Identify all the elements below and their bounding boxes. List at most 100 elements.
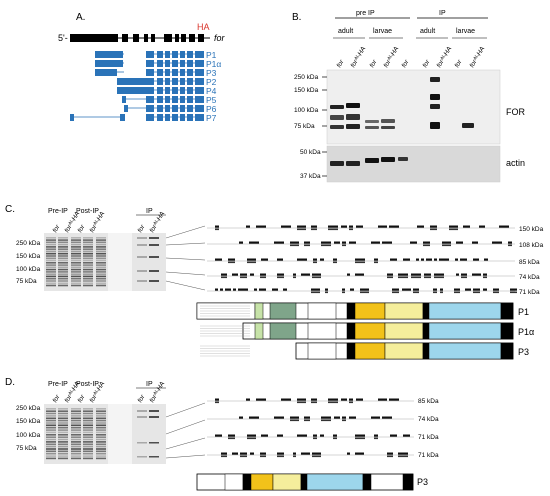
b-lane-8: for: [454, 58, 464, 69]
panel-c-label: C.: [5, 204, 15, 215]
b-lane-9: forᴬᴵ-HA: [468, 45, 486, 69]
b-lane-7: forᴬᴵ-HA: [435, 45, 453, 69]
panel-a-label: A.: [76, 12, 85, 23]
isoform-label: P2: [206, 77, 217, 87]
marker-50: 50 kDa: [300, 149, 321, 156]
blot-for-bands: [330, 77, 474, 129]
b-lane-6: for: [422, 58, 432, 69]
d-size-1: 85 kDa: [418, 398, 439, 405]
c-markers: 250 kDa 150 kDa 100 kDa 75 kDa: [16, 240, 41, 285]
gene-label: for: [214, 33, 226, 43]
d-ip: IP: [146, 381, 153, 388]
isoform-label: P4: [206, 86, 217, 96]
c-band-sizes: 150 kDa 108 kDa 85 kDa 74 kDa 71 kDa: [519, 226, 544, 296]
c-size-5: 71 kDa: [519, 289, 540, 296]
d-marker-150: 150 kDa: [16, 418, 41, 425]
marker-250: 250 kDa: [294, 74, 319, 81]
c-pre-ip: Pre-IP: [48, 208, 68, 215]
c-gel-lanes: [46, 233, 159, 291]
d-post-ip: Post-IP: [76, 381, 99, 388]
c-size-3: 85 kDa: [519, 259, 540, 266]
isoform-label: P3: [206, 68, 217, 78]
c-iso-p1: P1: [518, 307, 529, 317]
five-prime-label: 5'-: [58, 33, 68, 43]
d-size-4: 71 kDa: [418, 452, 439, 459]
isoform-label: P5: [206, 95, 217, 105]
group-pre-ip-label: pre IP: [356, 10, 375, 17]
isoform-row: P2: [117, 77, 217, 87]
stage-larvae-pre: larvae: [373, 28, 392, 35]
blot-for-label: FOR: [506, 107, 525, 117]
c-lane-1: for: [52, 223, 62, 234]
c-marker-250: 250 kDa: [16, 240, 41, 247]
c-domain-diagrams: [196, 302, 514, 360]
d-size-2: 74 kDa: [418, 416, 439, 423]
blot-actin-bands: [330, 157, 408, 166]
c-iso-p1a: P1α: [518, 327, 534, 337]
d-marker-100: 100 kDa: [16, 432, 41, 439]
c-isoform-labels: P1 P1α P3: [518, 307, 534, 357]
d-lane-5: for: [137, 393, 147, 404]
b-lane-4: forᴬᴵ-HA: [382, 45, 400, 69]
b-lane-3: for: [369, 58, 379, 69]
isoform-row: P7: [70, 113, 217, 123]
isoform-label: P6: [206, 104, 217, 114]
d-domain-diagram: [196, 473, 414, 491]
d-size-3: 71 kDa: [418, 434, 439, 441]
marker-75: 75 kDa: [294, 123, 315, 130]
d-connectors: [165, 402, 206, 459]
marker-100: 100 kDa: [294, 107, 319, 114]
d-marker-75: 75 kDa: [16, 445, 37, 452]
d-pre-ip: Pre-IP: [48, 381, 68, 388]
blot-actin-label: actin: [506, 158, 525, 168]
c-size-2: 108 kDa: [519, 242, 544, 249]
c-ip: IP: [146, 208, 153, 215]
d-lane-1: for: [52, 393, 62, 404]
c-lane-5: for: [137, 223, 147, 234]
gene-exons: [70, 34, 204, 42]
isoform-row: P1: [95, 50, 217, 60]
isoform-row: P1α: [95, 59, 221, 69]
c-post-ip: Post-IP: [76, 208, 99, 215]
isoform-label: P7: [206, 113, 217, 123]
c-peptide-tracks: [207, 225, 517, 294]
isoform-row: P6: [124, 104, 217, 114]
stage-larvae-ip: larvae: [456, 28, 475, 35]
d-lane-3: for: [77, 393, 87, 404]
blot-actin-markers: 50 kDa 37 kDa: [300, 149, 327, 180]
d-band-sizes: 85 kDa 74 kDa 71 kDa 71 kDa: [418, 398, 439, 459]
marker-150: 150 kDa: [294, 87, 319, 94]
c-connectors: [165, 225, 206, 291]
d-iso-p3: P3: [417, 477, 428, 487]
c-iso-p3: P3: [518, 347, 529, 357]
panel-d-label: D.: [5, 377, 15, 388]
group-ip-label: IP: [439, 10, 446, 17]
panel-b-label: B.: [292, 12, 301, 23]
panel-b-lane-labels: for forᴬᴵ-HA for forᴬᴵ-HA for for forᴬᴵ-…: [336, 45, 487, 69]
ha-tag-label: HA: [197, 22, 210, 32]
d-peptide-tracks: [207, 398, 414, 458]
b-lane-1: for: [336, 58, 346, 69]
b-lane-2: forᴬᴵ-HA: [349, 45, 367, 69]
b-lane-5: for: [401, 58, 411, 69]
isoform-row: P3: [95, 68, 217, 78]
isoform-label: P1: [206, 50, 217, 60]
stage-adult-pre: adult: [338, 28, 353, 35]
stage-adult-ip: adult: [420, 28, 435, 35]
d-gel-lanes: [46, 404, 159, 464]
marker-37: 37 kDa: [300, 173, 321, 180]
isoform-row: P4: [117, 86, 217, 96]
blot-for-markers: 250 kDa 150 kDa 100 kDa 75 kDa: [294, 74, 327, 130]
d-markers: 250 kDa 150 kDa 100 kDa 75 kDa: [16, 405, 41, 452]
c-marker-150: 150 kDa: [16, 253, 41, 260]
isoform-row: P5: [122, 95, 217, 105]
isoform-label: P1α: [206, 59, 221, 69]
d-marker-250: 250 kDa: [16, 405, 41, 412]
c-size-4: 74 kDa: [519, 274, 540, 281]
c-marker-100: 100 kDa: [16, 266, 41, 273]
c-lane-3: for: [77, 223, 87, 234]
c-marker-75: 75 kDa: [16, 278, 37, 285]
c-size-1: 150 kDa: [519, 226, 544, 233]
